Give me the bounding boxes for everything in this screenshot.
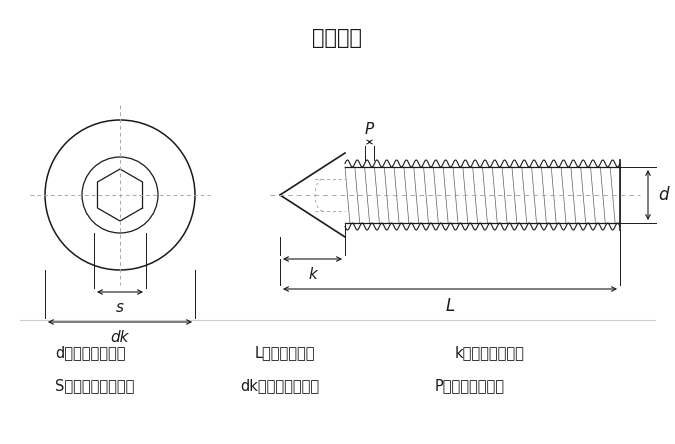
Text: P：代表螺纹距离: P：代表螺纹距离 xyxy=(435,378,505,393)
Text: dk：代表头部直径: dk：代表头部直径 xyxy=(240,378,319,393)
Text: dk: dk xyxy=(111,330,129,345)
Text: 产品测量: 产品测量 xyxy=(312,28,362,48)
Text: s: s xyxy=(116,300,124,315)
Text: L：代表总长度: L：代表总长度 xyxy=(255,345,315,360)
Text: P: P xyxy=(365,122,374,137)
Text: d: d xyxy=(658,186,668,204)
Text: L: L xyxy=(446,297,455,315)
Text: k：代表头部厚度: k：代表头部厚度 xyxy=(455,345,525,360)
Text: S：代表内六角对边: S：代表内六角对边 xyxy=(55,378,134,393)
Text: k: k xyxy=(308,267,317,282)
Text: d：代表螺纹直径: d：代表螺纹直径 xyxy=(55,345,126,360)
